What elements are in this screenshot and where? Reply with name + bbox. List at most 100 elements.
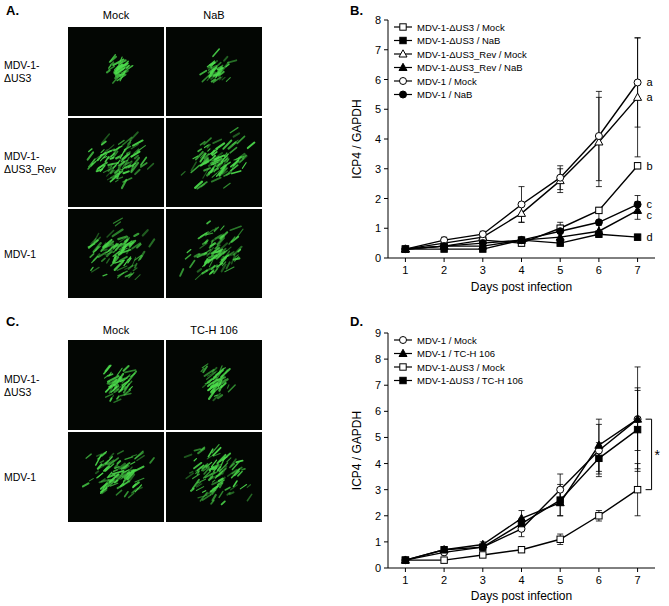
x-tick bbox=[637, 258, 638, 262]
y-tick-label: 8 bbox=[375, 14, 381, 26]
marker bbox=[634, 201, 641, 208]
legend-label: MDV-1-ΔUS3 / TC-H 106 bbox=[417, 375, 523, 386]
legend-marker bbox=[399, 50, 407, 57]
x-tick-label: 1 bbox=[402, 574, 408, 586]
marker bbox=[595, 133, 602, 140]
cell bbox=[222, 168, 227, 173]
cell bbox=[220, 77, 223, 80]
error-bar bbox=[441, 243, 447, 249]
cell bbox=[149, 239, 154, 246]
micrograph bbox=[166, 340, 262, 430]
marker bbox=[518, 520, 524, 526]
cell bbox=[214, 164, 220, 172]
cell bbox=[117, 396, 119, 399]
cell bbox=[129, 371, 136, 380]
cell bbox=[185, 455, 192, 458]
error-bar bbox=[519, 237, 525, 243]
cell bbox=[224, 57, 227, 61]
cell bbox=[111, 170, 115, 173]
cell bbox=[238, 472, 242, 476]
cell bbox=[198, 495, 207, 498]
legend-marker bbox=[400, 91, 407, 98]
cell bbox=[224, 153, 226, 157]
legend-label: MDV-1-ΔUS3_Rev / Mock bbox=[417, 49, 527, 60]
cell bbox=[229, 237, 235, 244]
series-line bbox=[405, 204, 637, 249]
cell bbox=[105, 376, 108, 378]
cell bbox=[180, 269, 183, 276]
cell bbox=[132, 455, 137, 457]
marker bbox=[479, 544, 486, 551]
marker bbox=[557, 486, 564, 493]
error-bar bbox=[557, 166, 563, 190]
marker bbox=[634, 79, 641, 86]
figure: A.MockNaBMDV-1-ΔUS3MDV-1-ΔUS3_RevMDV-1C.… bbox=[0, 0, 669, 606]
cell bbox=[211, 460, 216, 467]
cell bbox=[118, 461, 121, 463]
cell bbox=[113, 230, 123, 237]
plot-area bbox=[401, 367, 641, 564]
cell bbox=[186, 473, 193, 478]
cell bbox=[111, 480, 114, 483]
cell bbox=[226, 78, 230, 82]
cell bbox=[89, 149, 92, 152]
x-tick bbox=[560, 568, 561, 572]
cell bbox=[204, 471, 211, 478]
marker bbox=[441, 243, 447, 249]
cell bbox=[115, 260, 125, 263]
cell bbox=[201, 368, 204, 371]
cell bbox=[196, 471, 199, 474]
cell bbox=[230, 226, 241, 230]
significance-letter: a bbox=[647, 76, 654, 88]
y-tick-label: 6 bbox=[375, 405, 381, 417]
cell bbox=[104, 466, 109, 471]
x-tick-label: 6 bbox=[596, 574, 602, 586]
error-bar bbox=[480, 552, 486, 557]
cell bbox=[133, 467, 143, 472]
y-tick bbox=[384, 568, 388, 569]
cell bbox=[193, 480, 199, 489]
marker bbox=[441, 557, 447, 563]
cell bbox=[114, 146, 122, 151]
cell bbox=[101, 479, 105, 481]
error-bar bbox=[480, 545, 486, 550]
marker bbox=[634, 163, 640, 169]
cell bbox=[216, 249, 222, 252]
cell bbox=[141, 163, 147, 167]
cell bbox=[101, 150, 104, 153]
cell bbox=[234, 133, 239, 136]
cell bbox=[129, 493, 134, 497]
row-label: MDV-1 bbox=[4, 471, 36, 483]
cell bbox=[222, 501, 225, 504]
x-tick-label: 4 bbox=[518, 264, 524, 276]
marker bbox=[634, 234, 640, 240]
cell bbox=[135, 485, 141, 492]
x-tick bbox=[560, 258, 561, 262]
cell bbox=[213, 480, 215, 482]
cell bbox=[247, 494, 251, 500]
cell bbox=[127, 258, 131, 260]
column-label: TC-H 106 bbox=[190, 324, 238, 336]
cell bbox=[109, 372, 111, 375]
cell bbox=[217, 455, 225, 463]
micrograph bbox=[68, 432, 164, 522]
cell bbox=[196, 152, 203, 159]
series-line bbox=[405, 490, 637, 561]
error-bar bbox=[402, 558, 408, 563]
panel-label: B. bbox=[350, 3, 363, 18]
cell bbox=[194, 459, 196, 461]
cell bbox=[96, 471, 98, 473]
cell bbox=[123, 65, 127, 70]
y-tick-label: 2 bbox=[375, 510, 381, 522]
cell bbox=[125, 457, 133, 459]
marker bbox=[557, 228, 564, 235]
cell bbox=[212, 178, 221, 182]
cell bbox=[108, 149, 114, 152]
cell bbox=[207, 265, 217, 270]
cell bbox=[230, 464, 234, 468]
cell bbox=[218, 377, 225, 380]
marker bbox=[518, 237, 525, 244]
cell bbox=[203, 491, 206, 493]
x-tick bbox=[598, 258, 599, 262]
cell bbox=[228, 385, 235, 392]
